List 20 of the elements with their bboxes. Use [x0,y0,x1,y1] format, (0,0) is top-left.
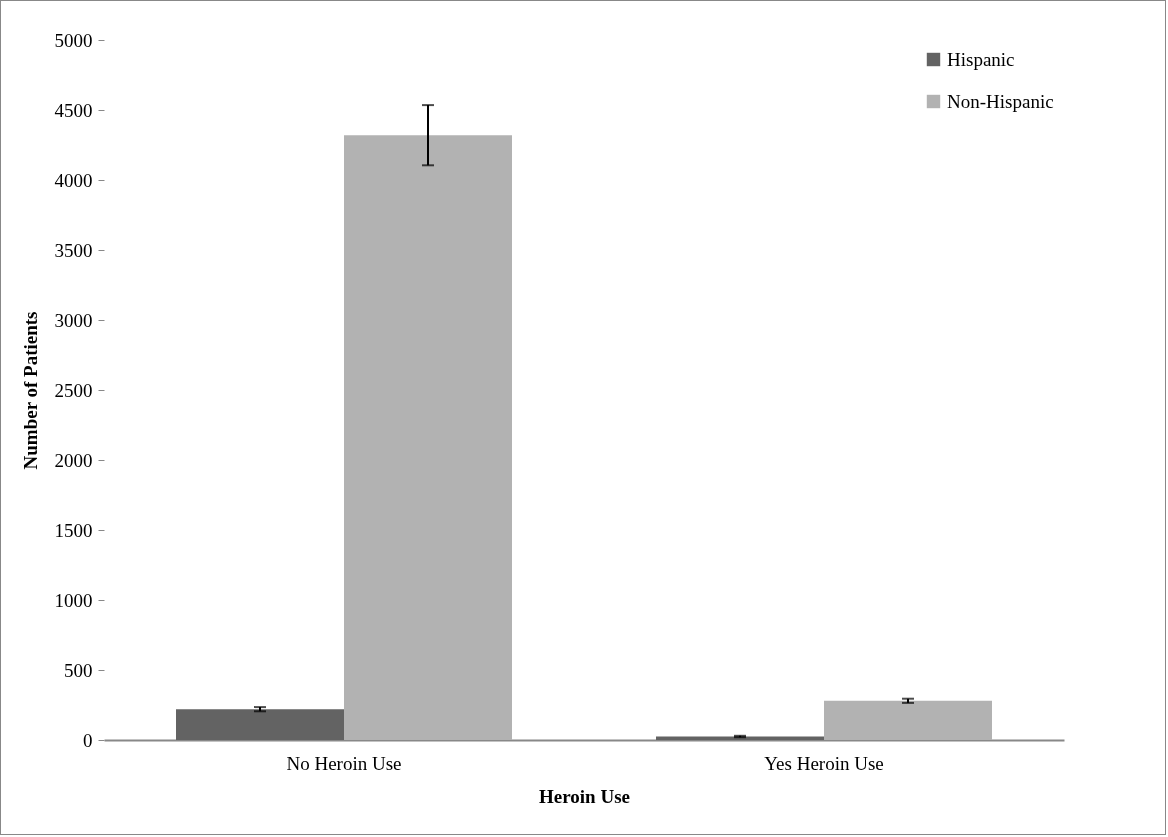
y-tick-label: 1000 [54,589,93,611]
x-tick-label: No Heroin Use [286,752,402,774]
legend-label: Non-Hispanic [947,90,1054,112]
y-tick-label: 5000 [54,29,93,51]
bar [344,135,512,740]
x-tick-label: Yes Heroin Use [764,752,884,774]
y-tick-label: 500 [64,659,93,681]
bar [176,709,344,740]
x-axis-title: Heroin Use [539,785,630,807]
y-tick-label: 4000 [54,169,93,191]
bar [824,700,992,740]
y-tick-label: 3500 [54,239,93,261]
y-axis-title: Number of Patients [19,311,41,470]
y-tick-label: 2000 [54,449,93,471]
y-tick-label: 4500 [54,99,93,121]
y-tick-label: 3000 [54,309,93,331]
y-tick-label: 0 [83,729,93,751]
legend-label: Hispanic [947,48,1015,70]
y-tick-label: 1500 [54,519,93,541]
y-tick-label: 2500 [54,379,93,401]
